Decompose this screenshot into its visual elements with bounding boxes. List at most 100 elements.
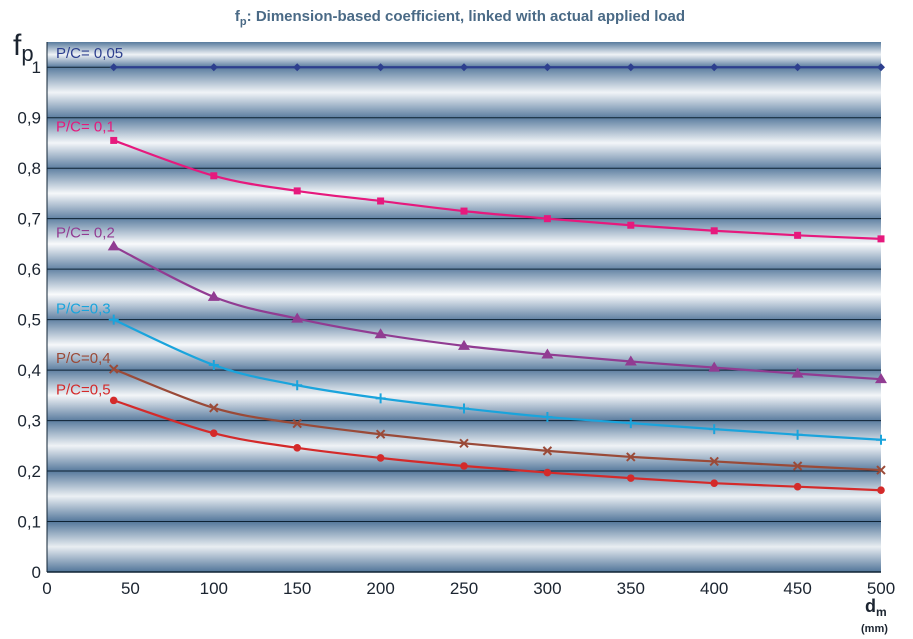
- data-point: [793, 482, 802, 491]
- data-point: [875, 373, 887, 384]
- y-tick-label: 0,2: [17, 462, 41, 481]
- x-tick-label: 200: [366, 579, 394, 598]
- data-point: [207, 290, 220, 301]
- data-point: [374, 328, 387, 339]
- data-point: [708, 361, 721, 372]
- y-tick-label: 0,9: [17, 109, 41, 128]
- data-point: [460, 462, 468, 470]
- data-point: [210, 172, 218, 180]
- data-point: [459, 438, 469, 448]
- data-point: [109, 63, 118, 72]
- data-point: [877, 63, 885, 72]
- x-axis-label-subscript: m: [876, 605, 887, 619]
- data-point: [376, 63, 385, 72]
- y-tick-label: 0,4: [17, 361, 41, 380]
- data-point: [794, 231, 802, 239]
- x-tick-label: 0: [42, 579, 51, 598]
- x-axis-label-main: d: [865, 596, 876, 616]
- series-1: [110, 136, 885, 243]
- x-tick-labels: 0 50 100 150 200 250 300 350 400 450 500: [42, 579, 895, 598]
- y-tick-label: 0,8: [17, 159, 41, 178]
- data-point: [625, 418, 636, 429]
- x-tick-label: 300: [533, 579, 561, 598]
- chart-title-subscript: p: [240, 16, 247, 28]
- series-label: P/C= 0,2: [56, 224, 115, 241]
- axes: [46, 42, 881, 573]
- chart-title-rest: : Dimension-based coefficient, linked wi…: [247, 8, 685, 25]
- data-point: [375, 393, 386, 404]
- data-point: [543, 63, 552, 72]
- data-point: [542, 412, 553, 423]
- data-point: [110, 136, 118, 144]
- series-4: [109, 364, 886, 475]
- data-point: [210, 429, 218, 437]
- data-point: [460, 63, 468, 72]
- series-layer: [107, 63, 887, 495]
- data-point: [293, 444, 302, 452]
- x-tick-label: 500: [867, 579, 895, 598]
- data-point: [543, 215, 551, 223]
- data-point: [876, 434, 886, 445]
- data-point: [376, 454, 385, 462]
- chart-title: fp: Dimension-based coefficient, linked …: [235, 8, 685, 28]
- y-tick-label: 0,1: [17, 513, 41, 532]
- data-point: [375, 429, 386, 439]
- y-tick-label: 0,5: [17, 311, 41, 330]
- y-tick-label: 1: [32, 58, 41, 77]
- data-point: [627, 474, 635, 482]
- plot-band: [47, 218, 881, 270]
- data-point: [209, 63, 218, 72]
- series-line: [113, 318, 882, 441]
- plot-band: [47, 67, 881, 118]
- data-point: [209, 403, 219, 413]
- y-axis-label-main: f: [13, 29, 22, 62]
- plot-background: [47, 42, 881, 572]
- data-point: [109, 396, 118, 405]
- data-point: [460, 207, 468, 215]
- plot-band: [47, 471, 881, 522]
- data-point: [877, 235, 885, 243]
- series-0: [109, 63, 885, 72]
- data-point: [459, 403, 469, 414]
- data-point: [710, 227, 718, 235]
- data-point: [624, 355, 637, 366]
- data-point: [626, 63, 635, 72]
- data-point: [541, 348, 554, 359]
- data-point: [293, 187, 301, 195]
- y-axis-label: fp: [13, 29, 34, 66]
- series-5: [109, 396, 885, 495]
- series-3: [108, 314, 886, 445]
- x-axis-unit: (mm): [861, 623, 888, 635]
- data-point: [710, 479, 718, 487]
- x-tick-label: 150: [283, 579, 311, 598]
- plot-band: [47, 521, 881, 572]
- data-point: [792, 429, 803, 440]
- series-line: [113, 399, 882, 492]
- data-point: [292, 380, 303, 391]
- series-label: P/C=0,4: [56, 350, 111, 367]
- series-label: P/C=0,3: [56, 301, 111, 318]
- x-tick-label: 250: [450, 579, 478, 598]
- plot-band: [47, 269, 881, 320]
- series-2: [107, 240, 887, 384]
- y-tick-label: 0,7: [17, 210, 41, 229]
- y-axis-label-subscript: p: [21, 41, 33, 66]
- x-tick-label: 50: [121, 579, 140, 598]
- y-tick-label: 0,6: [17, 260, 41, 279]
- data-point: [792, 461, 803, 471]
- data-point: [542, 446, 553, 456]
- series-labels: P/C= 0,05 P/C= 0,1 P/C= 0,2 P/C=0,3 P/C=0,4 P…: [56, 45, 123, 398]
- x-tick-label: 350: [617, 579, 645, 598]
- data-point: [108, 314, 119, 325]
- series-label: P/C= 0,1: [56, 118, 115, 135]
- plot-band: [47, 117, 881, 169]
- data-point: [793, 63, 802, 72]
- x-tick-label: 100: [200, 579, 228, 598]
- series-label: P/C= 0,05: [56, 45, 123, 62]
- data-point: [627, 221, 635, 229]
- data-point: [291, 312, 304, 323]
- data-point: [293, 63, 302, 72]
- series-line: [113, 368, 882, 472]
- y-tick-labels: 0 0,1 0,2 0,3 0,4 0,5 0,6 0,7 0,8 0,9 1: [17, 58, 41, 582]
